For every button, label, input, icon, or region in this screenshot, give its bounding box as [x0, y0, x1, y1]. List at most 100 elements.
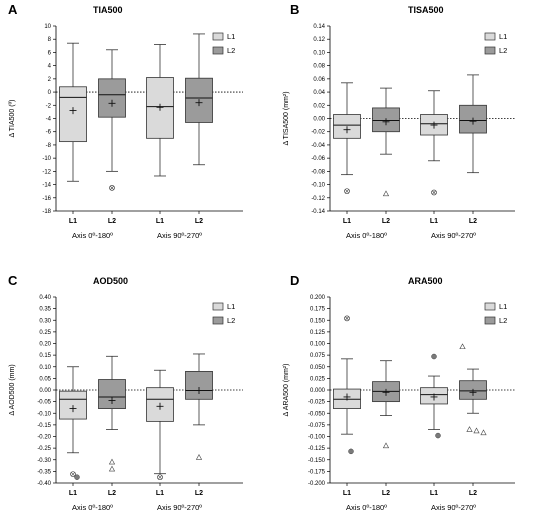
box-l2: [98, 49, 126, 191]
y-tick-label: -4: [46, 117, 52, 123]
chart-title: ARA500: [408, 276, 443, 286]
x-category-label: L2: [382, 218, 390, 225]
y-tick-label: -0.025: [308, 400, 326, 406]
y-tick-label: 0.175: [310, 307, 326, 313]
x-category-label: L1: [156, 218, 164, 225]
box-l1: [59, 366, 87, 480]
legend-swatch-l2: [484, 46, 496, 55]
box-l2: [459, 343, 487, 436]
y-tick-label: -0.20: [37, 435, 51, 441]
panel-letter: D: [290, 273, 299, 288]
panel-d: D ARA500 -0.200 -0.175 -0.150 -0.125 -0.100 -0.…: [283, 273, 515, 512]
mean-marker: [108, 396, 116, 404]
iqr-box: [98, 78, 126, 118]
legend-swatch-l2: [484, 316, 496, 325]
y-tick-label: 0.150: [310, 318, 326, 324]
legend: L1 L2: [212, 32, 235, 55]
outlier-x-mark: [71, 472, 75, 476]
box-l1: [333, 315, 361, 455]
group-label: Axis 90º-270º: [431, 231, 476, 240]
legend-label: L1: [227, 32, 235, 41]
mean-marker: [108, 99, 116, 107]
x-category-label: L1: [430, 218, 438, 225]
mean-marker: [343, 126, 351, 134]
box-l1: [420, 353, 448, 439]
outlier-triangle: [382, 442, 390, 449]
outlier-dot: [435, 432, 441, 439]
y-tick-label: -0.08: [311, 169, 325, 175]
outlier-triangle: [473, 427, 480, 434]
y-tick-label: -0.40: [37, 481, 51, 487]
y-axis-label: Δ AOD500 (mm): [9, 364, 16, 415]
legend-label: L2: [227, 46, 235, 55]
y-tick-label: 0.050: [310, 365, 326, 371]
y-tick-label: -0.30: [37, 458, 51, 464]
y-tick-label: -12: [42, 169, 51, 175]
y-tick-label: -16: [42, 196, 51, 202]
box-l2: [98, 355, 126, 472]
mean-marker: [469, 388, 477, 396]
legend-swatch-l2: [212, 316, 224, 325]
panel-a: A TIA500 -18 -16 -14 -12 -10 -8 -6 -4 -2 0 2 4 6 8 10 Δ T…: [8, 2, 243, 240]
box-l2: [459, 74, 487, 174]
x-category-label: L1: [430, 490, 438, 497]
y-tick-label: 10: [44, 24, 51, 30]
y-tick-label: -0.050: [308, 411, 326, 417]
y-tick-label: -0.02: [311, 130, 325, 136]
legend-swatch-l1: [484, 302, 496, 311]
y-tick-label: 0.00: [313, 117, 325, 123]
x-category-label: L2: [469, 490, 477, 497]
x-category-label: L1: [69, 490, 77, 497]
y-tick-label: 8: [48, 37, 52, 43]
outlier-dot: [348, 448, 354, 455]
legend-swatch-l1: [484, 32, 496, 41]
y-tick-label: 0.20: [39, 342, 51, 348]
group-label: Axis 0º-180º: [346, 503, 387, 512]
outlier-triangle: [195, 453, 203, 460]
box-l1: [420, 90, 448, 196]
legend-swatch-l2: [212, 46, 224, 55]
iqr-box: [185, 370, 213, 400]
legend-label: L2: [499, 46, 507, 55]
box-l2: [372, 87, 400, 197]
legend: L1 L2: [212, 302, 235, 325]
box-l2: [185, 33, 213, 166]
legend-swatch-l1: [212, 32, 224, 41]
legend-label: L1: [499, 32, 507, 41]
y-axis-label: Δ ARA500 (mm²): [283, 364, 290, 417]
panel-letter: C: [8, 273, 18, 288]
y-tick-label: -0.35: [37, 469, 51, 475]
x-category-label: L2: [108, 218, 116, 225]
outlier-x-mark: [345, 189, 349, 193]
y-tick-label: 0.25: [39, 330, 51, 336]
y-tick-label: 0.08: [313, 64, 325, 70]
x-category-label: L2: [469, 218, 477, 225]
y-tick-label: 0.02: [313, 103, 325, 109]
mean-marker: [343, 393, 351, 401]
mean-marker: [382, 118, 390, 126]
legend: L1 L2: [484, 302, 507, 325]
y-tick-label: 4: [48, 64, 52, 70]
y-tick-label: -0.14: [311, 209, 325, 215]
y-tick-label: -6: [46, 130, 52, 136]
mean-marker: [382, 388, 390, 396]
mean-marker: [69, 405, 77, 413]
y-tick-label: 0.000: [310, 388, 326, 394]
x-category-label: L1: [156, 490, 164, 497]
y-tick-label: -18: [42, 209, 51, 215]
chart-title: AOD500: [93, 276, 128, 286]
x-category-label: L1: [69, 218, 77, 225]
x-category-label: L2: [195, 490, 203, 497]
y-tick-label: -0.10: [311, 183, 325, 189]
box-l1: [146, 44, 174, 177]
y-tick-label: -0.075: [308, 423, 326, 429]
y-tick-label: -0.150: [308, 458, 326, 464]
y-tick-label: 0.025: [310, 376, 326, 382]
y-tick-label: 0.04: [313, 90, 325, 96]
outlier-x-mark: [110, 186, 114, 190]
x-category-label: L1: [343, 490, 351, 497]
y-tick-label: 0.10: [39, 365, 51, 371]
x-category-label: L2: [108, 490, 116, 497]
y-tick-label: -0.04: [311, 143, 325, 149]
panel-b: B TISA500 -0.14 -0.12 -0.10 -0.08 -0.06 -0.04 -0…: [283, 2, 515, 240]
